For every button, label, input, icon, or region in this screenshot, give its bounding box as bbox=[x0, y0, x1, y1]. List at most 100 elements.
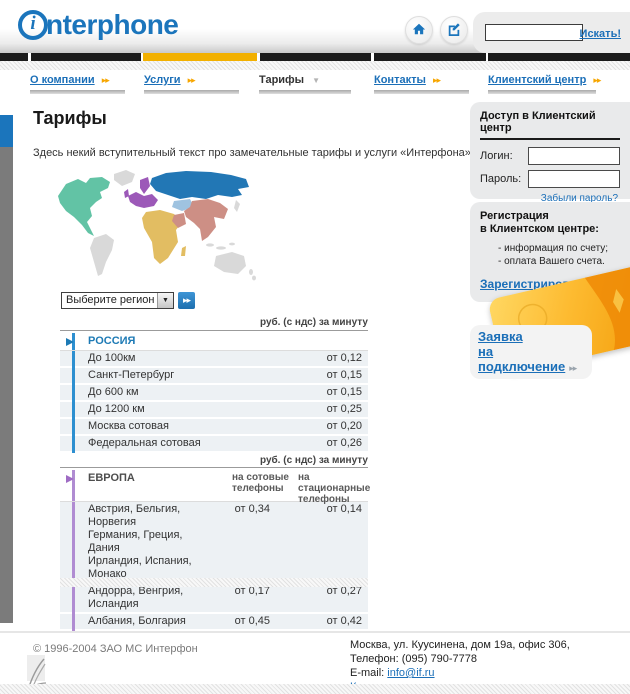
col-header-mobile: на сотовые телефоны bbox=[232, 472, 289, 494]
password-label: Пароль: bbox=[480, 173, 522, 185]
unit-note: руб. (с ндс) за минуту bbox=[259, 317, 368, 328]
topbar-segment bbox=[488, 53, 630, 61]
triangle-marker-icon bbox=[66, 475, 74, 483]
nav-underline bbox=[30, 90, 125, 94]
footer-divider bbox=[0, 631, 630, 633]
search-input[interactable] bbox=[485, 24, 583, 41]
topbar-segment-active bbox=[143, 53, 257, 61]
row-mobile-price: от 0,34 bbox=[234, 503, 270, 515]
nav-underline bbox=[259, 90, 351, 94]
col-header-landline: на стационарные телефоны bbox=[298, 472, 371, 505]
double-arrow-icon: ▸▸ bbox=[182, 295, 191, 305]
europe-tariff-table: ЕВРОПА на сотовые телефоны на стационарн… bbox=[60, 467, 371, 631]
russia-table-header: РОССИЯ bbox=[60, 331, 368, 351]
logo-circle-icon: i bbox=[18, 10, 48, 40]
unit-note: руб. (с ндс) за минуту bbox=[259, 455, 368, 466]
region-select[interactable]: Выберите регион ▼ bbox=[61, 292, 174, 309]
table-row: Австрия, Бельгия, Норвегия Германия, Гре… bbox=[60, 502, 368, 584]
search-submit-link[interactable]: Искать! bbox=[579, 28, 621, 40]
row-name: Австрия, Бельгия, Норвегия Германия, Гре… bbox=[88, 503, 192, 580]
forgot-password-link[interactable]: Забыли пароль? bbox=[540, 193, 618, 204]
logo-text: nterphone bbox=[46, 9, 179, 40]
nav-label[interactable]: Контакты bbox=[374, 74, 426, 86]
world-map bbox=[56, 169, 256, 287]
nav-underline bbox=[144, 90, 239, 94]
double-arrow-icon: ▸▸ bbox=[569, 363, 577, 373]
row-landline-price: от 0,42 bbox=[326, 615, 362, 627]
caret-down-icon: ▼ bbox=[312, 76, 321, 85]
registration-item: - информация по счету; bbox=[498, 243, 609, 254]
compose-icon bbox=[447, 22, 461, 39]
email-link[interactable]: info@if.ru bbox=[387, 667, 435, 679]
europe-table-title: ЕВРОПА bbox=[88, 472, 135, 484]
nav-item-client-center[interactable]: Клиентский центр ▸▸ bbox=[488, 74, 601, 86]
row-price: от 0,15 bbox=[326, 369, 362, 381]
table-row: Москва сотовая от 0,20 bbox=[60, 419, 368, 436]
table-row: Федеральная сотовая от 0,26 bbox=[60, 436, 368, 453]
nav-underline bbox=[488, 90, 596, 94]
home-button[interactable] bbox=[405, 16, 433, 44]
nav-label: Тарифы bbox=[259, 74, 305, 86]
email-label: E-mail: bbox=[350, 667, 385, 679]
caret-down-icon: ▼ bbox=[162, 297, 169, 304]
russia-table-title: РОССИЯ bbox=[88, 335, 136, 347]
copyright-text: © 1996-2004 ЗАО МС Интерфон bbox=[33, 643, 198, 655]
password-input[interactable] bbox=[528, 170, 620, 188]
table-row: Албания, Болгария от 0,45 от 0,42 bbox=[60, 614, 368, 631]
login-input[interactable] bbox=[528, 147, 620, 165]
region-select-value: Выберите регион bbox=[66, 294, 155, 306]
row-name: До 600 км bbox=[88, 386, 139, 398]
row-name: Албания, Болгария bbox=[88, 615, 186, 627]
table-row: Андорра, Венгрия, Исландия от 0,17 от 0,… bbox=[60, 584, 368, 614]
select-dropdown-button[interactable]: ▼ bbox=[157, 293, 173, 308]
row-price: от 0,25 bbox=[326, 403, 362, 415]
registration-title: Регистрация в Клиентском центре: bbox=[480, 210, 599, 235]
topbar-segment bbox=[31, 53, 141, 61]
topbar-segment bbox=[374, 53, 486, 61]
connection-application-link[interactable]: Заявка на подключение bbox=[478, 329, 566, 374]
footer-address: Москва, ул. Куусинена, дом 19а, офис 306… bbox=[350, 639, 570, 651]
page-title: Тарифы bbox=[33, 108, 107, 128]
russia-accent-bar bbox=[72, 333, 75, 453]
row-price: от 0,20 bbox=[326, 420, 362, 432]
double-arrow-icon: ▸▸ bbox=[187, 75, 196, 85]
row-mobile-price: от 0,17 bbox=[234, 585, 270, 597]
table-row: До 100км от 0,12 bbox=[60, 351, 368, 368]
interphone-logo[interactable]: i nterphone bbox=[18, 9, 179, 41]
row-mobile-price: от 0,45 bbox=[234, 615, 270, 627]
application-panel: Заявка на подключение ▸▸ bbox=[470, 325, 592, 379]
registration-item: - оплата Вашего счета. bbox=[498, 256, 605, 267]
row-name: Санкт-Петербург bbox=[88, 369, 175, 381]
login-row: Логин: bbox=[480, 147, 620, 165]
logo-i: i bbox=[30, 13, 36, 34]
region-go-button[interactable]: ▸▸ bbox=[178, 292, 195, 309]
row-landline-price: от 0,27 bbox=[326, 585, 362, 597]
table-row: До 600 км от 0,15 bbox=[60, 385, 368, 402]
feedback-button[interactable] bbox=[440, 16, 468, 44]
nav-underline bbox=[374, 90, 469, 94]
europe-table-header: ЕВРОПА на сотовые телефоны на стационарн… bbox=[60, 468, 371, 505]
login-label: Логин: bbox=[480, 150, 513, 162]
topbar-segment bbox=[0, 53, 28, 61]
client-center-login-panel: Доступ в Клиентский центр Логин: Пароль:… bbox=[470, 102, 630, 222]
row-name: Федеральная сотовая bbox=[88, 437, 201, 449]
nav-item-services[interactable]: Услуги ▸▸ bbox=[144, 74, 196, 86]
russia-tariff-table: РОССИЯ До 100км от 0,12 Санкт-Петербург … bbox=[60, 330, 368, 453]
row-name: Андорра, Венгрия, Исландия bbox=[88, 585, 184, 610]
nav-item-contacts[interactable]: Контакты ▸▸ bbox=[374, 74, 441, 86]
row-name: Москва сотовая bbox=[88, 420, 169, 432]
nav-label[interactable]: О компании bbox=[30, 74, 95, 86]
row-price: от 0,12 bbox=[326, 352, 362, 364]
footer-email-row: E-mail: info@if.ru bbox=[350, 666, 570, 680]
table-row: До 1200 км от 0,25 bbox=[60, 402, 368, 419]
bottom-hatch-texture bbox=[0, 684, 630, 694]
europe-accent-bar bbox=[72, 470, 75, 631]
row-landline-price: от 0,14 bbox=[326, 503, 362, 515]
nav-hatch-texture bbox=[0, 61, 630, 70]
nav-label[interactable]: Услуги bbox=[144, 74, 181, 86]
intro-text: Здесь некий вступительный текст про заме… bbox=[33, 147, 474, 159]
nav-label[interactable]: Клиентский центр bbox=[488, 74, 587, 86]
nav-item-about[interactable]: О компании ▸▸ bbox=[30, 74, 110, 86]
double-arrow-icon: ▸▸ bbox=[593, 75, 601, 85]
